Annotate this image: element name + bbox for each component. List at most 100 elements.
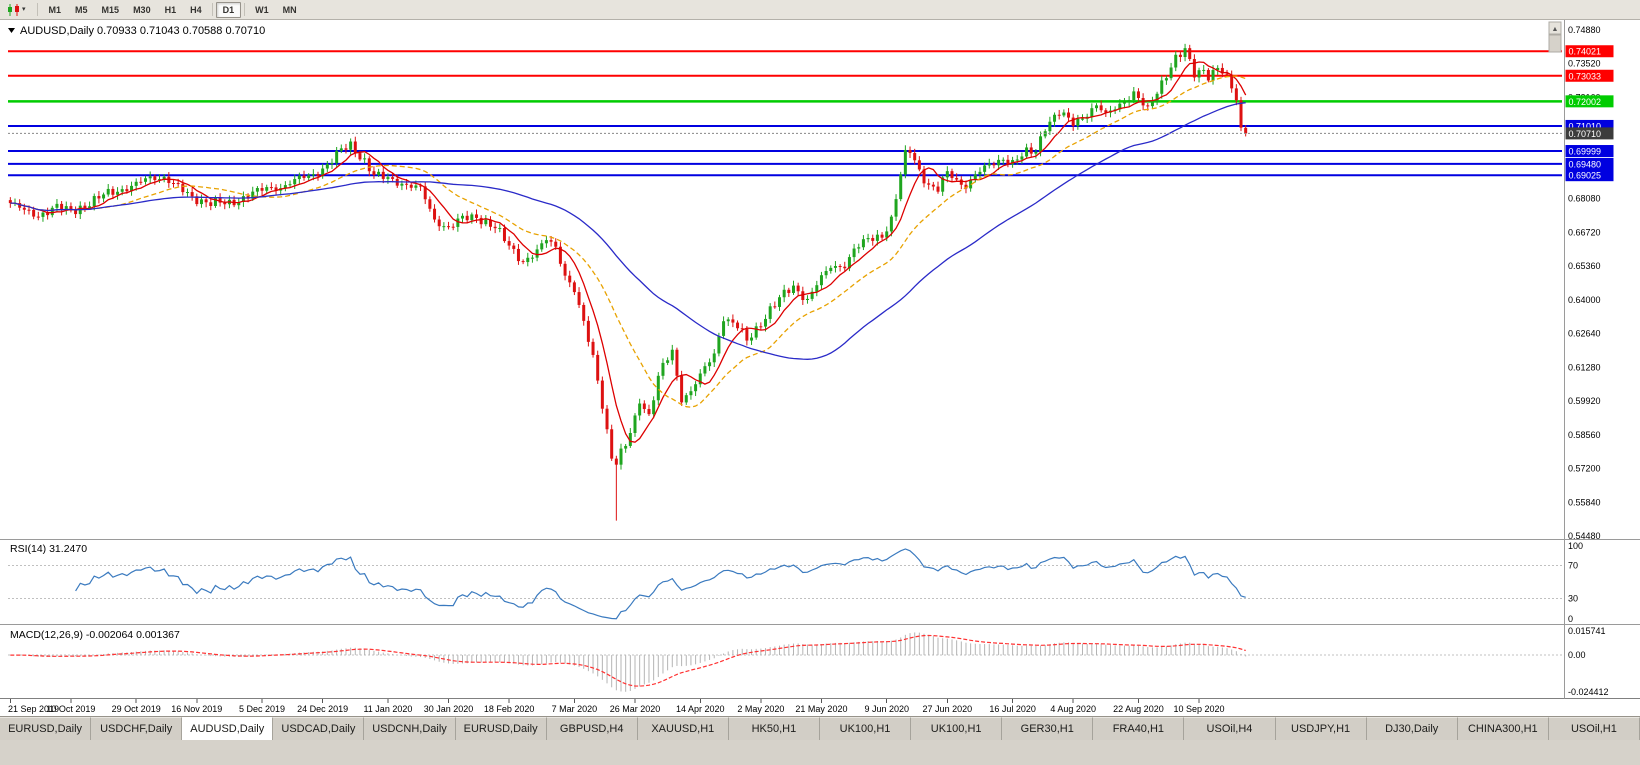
- svg-text:70: 70: [1568, 561, 1578, 571]
- svg-text:0.64000: 0.64000: [1568, 295, 1601, 305]
- timeframe-m5[interactable]: M5: [75, 4, 88, 15]
- price-axis: 0.748800.735200.721600.708000.694400.680…: [1568, 25, 1601, 541]
- svg-text:0.69025: 0.69025: [1569, 171, 1602, 181]
- scroll-up-icon: ▲: [1552, 26, 1559, 33]
- svg-text:-0.024412: -0.024412: [1568, 687, 1609, 697]
- toolbar-separator: [244, 3, 246, 16]
- svg-text:30 Jan 2020: 30 Jan 2020: [424, 704, 474, 714]
- current-price-marker: 0.70710: [8, 127, 1614, 140]
- svg-text:0.015741: 0.015741: [1568, 626, 1606, 636]
- rsi-label: RSI(14) 31.2470: [10, 543, 87, 555]
- chart-tab-bar: EURUSD,Daily USDCHF,Daily AUDUSD,Daily USDC…: [0, 716, 1640, 740]
- svg-text:29 Oct 2019: 29 Oct 2019: [112, 704, 161, 714]
- level-lines[interactable]: 0.74021 0.73033 0.72002 0.71010 0.69999 0.694…: [8, 45, 1614, 182]
- timeframe-h1[interactable]: H1: [164, 4, 177, 15]
- svg-text:0.59920: 0.59920: [1568, 396, 1601, 406]
- timeframe-m30[interactable]: M30: [133, 4, 151, 15]
- chart-window[interactable]: 0.748800.735200.721600.708000.694400.680…: [0, 20, 1640, 716]
- svg-text:11 Jan 2020: 11 Jan 2020: [363, 704, 412, 714]
- chart-tab-usdcad-daily[interactable]: USDCAD,Daily: [273, 717, 365, 740]
- svg-text:0.54480: 0.54480: [1568, 531, 1601, 541]
- timeframe-d1[interactable]: D1: [215, 1, 242, 18]
- chart-tab-usoil-h1[interactable]: USOil,H1: [1548, 717, 1640, 740]
- chart-scrollbar[interactable]: ▲: [1548, 21, 1562, 53]
- timeframe-toolbar: ▾ M1 M5 M15 M30 H1 H4 D1 W1 MN: [0, 0, 1640, 20]
- chart-tab-uk100-h1[interactable]: UK100,H1: [911, 717, 1003, 740]
- chart-title-ohlc: AUDUSD,Daily 0.70933 0.71043 0.70588 0.7…: [20, 25, 265, 37]
- timeframe-w1[interactable]: W1: [255, 4, 269, 15]
- svg-text:21 May 2020: 21 May 2020: [795, 704, 847, 714]
- chart-tab-ger30-h1[interactable]: GER30,H1: [1002, 717, 1094, 740]
- svg-text:0.68080: 0.68080: [1568, 194, 1601, 204]
- svg-text:0.73520: 0.73520: [1568, 59, 1601, 69]
- chevron-down-icon: ▾: [22, 6, 26, 13]
- moving-averages-layer: [10, 61, 1247, 443]
- toolbar-separator: [36, 3, 38, 16]
- svg-text:0.58560: 0.58560: [1568, 430, 1601, 440]
- svg-text:0.74021: 0.74021: [1569, 47, 1602, 57]
- svg-text:22 Aug 2020: 22 Aug 2020: [1113, 704, 1164, 714]
- svg-text:4 Aug 2020: 4 Aug 2020: [1050, 704, 1096, 714]
- svg-text:18 Feb 2020: 18 Feb 2020: [484, 704, 535, 714]
- svg-text:5 Dec 2019: 5 Dec 2019: [239, 704, 285, 714]
- svg-text:100: 100: [1568, 541, 1583, 551]
- level-badge-0.73033: [1565, 69, 1614, 82]
- chart-tab-hk50-h1[interactable]: HK50,H1: [728, 717, 820, 740]
- svg-text:16 Jul 2020: 16 Jul 2020: [989, 704, 1036, 714]
- chart-tab-eurusd-daily[interactable]: EURUSD,Daily: [0, 717, 92, 740]
- svg-text:0.73033: 0.73033: [1569, 71, 1602, 81]
- chart-tab-dj30-daily[interactable]: DJ30,Daily: [1366, 717, 1458, 740]
- svg-text:26 Mar 2020: 26 Mar 2020: [610, 704, 661, 714]
- level-badge-0.69480: [1565, 157, 1614, 170]
- svg-text:0.66720: 0.66720: [1568, 227, 1601, 237]
- status-strip: [0, 740, 1640, 765]
- svg-text:10 Oct 2019: 10 Oct 2019: [46, 704, 95, 714]
- timeframe-m15[interactable]: M15: [101, 4, 120, 15]
- level-badge-0.74021: [1565, 45, 1614, 58]
- level-badge-0.69999: [1565, 145, 1614, 158]
- svg-text:14 Apr 2020: 14 Apr 2020: [676, 704, 725, 714]
- chart-tab-xauusd-h1[interactable]: XAUUSD,H1: [637, 717, 729, 740]
- level-badge-0.69025: [1565, 169, 1614, 182]
- chart-tab-uk100-h1[interactable]: UK100,H1: [819, 717, 912, 740]
- svg-text:24 Dec 2019: 24 Dec 2019: [297, 704, 348, 714]
- timeframe-m1[interactable]: M1: [48, 4, 62, 15]
- scrollbar-thumb[interactable]: [1548, 34, 1562, 53]
- chart-type-menu[interactable]: ▾: [4, 3, 29, 17]
- chart-tab-gbpusd-h4[interactable]: GBPUSD,H4: [546, 717, 638, 740]
- pane-separators: [0, 20, 1640, 699]
- timeframe-h4[interactable]: H4: [190, 4, 202, 15]
- svg-text:0.65360: 0.65360: [1568, 261, 1601, 271]
- svg-text:0.69480: 0.69480: [1569, 159, 1602, 169]
- chart-tab-fra40-h1[interactable]: FRA40,H1: [1093, 717, 1185, 740]
- svg-text:0.74880: 0.74880: [1568, 25, 1601, 35]
- svg-text:0.62640: 0.62640: [1568, 329, 1601, 339]
- svg-text:2 May 2020: 2 May 2020: [737, 704, 784, 714]
- candles-layer: [8, 43, 1248, 521]
- svg-text:0.61280: 0.61280: [1568, 362, 1601, 372]
- svg-text:9 Jun 2020: 9 Jun 2020: [864, 704, 909, 714]
- timeframe-buttons: M1 M5 M15 M30 H1 H4 D1 W1 MN: [42, 1, 304, 18]
- rsi-pane: 100 70 30 0 RSI(14) 31.2470: [8, 541, 1583, 624]
- svg-text:10 Sep 2020: 10 Sep 2020: [1174, 704, 1225, 714]
- level-badge-0.72002: [1565, 95, 1614, 108]
- chart-tab-usdjpy-h1[interactable]: USDJPY,H1: [1275, 717, 1367, 740]
- chart-tab-usdchf-daily[interactable]: USDCHF,Daily: [91, 717, 183, 740]
- svg-text:0.55840: 0.55840: [1568, 497, 1601, 507]
- chart-tab-audusd-daily[interactable]: AUDUSD,Daily: [182, 717, 274, 740]
- chart-canvas[interactable]: 0.748800.735200.721600.708000.694400.680…: [0, 20, 1640, 716]
- svg-text:27 Jun 2020: 27 Jun 2020: [923, 704, 973, 714]
- timeframe-mn[interactable]: MN: [282, 4, 297, 15]
- scroll-up-button[interactable]: [1548, 21, 1562, 35]
- svg-text:16 Nov 2019: 16 Nov 2019: [171, 704, 222, 714]
- svg-text:0.57200: 0.57200: [1568, 464, 1601, 474]
- chart-tab-eurusd-daily[interactable]: EURUSD,Daily: [455, 717, 547, 740]
- chart-tab-usoil-h4[interactable]: USOil,H4: [1184, 717, 1276, 740]
- svg-text:7 Mar 2020: 7 Mar 2020: [552, 704, 598, 714]
- chart-tab-china300-h1[interactable]: CHINA300,H1: [1457, 717, 1549, 740]
- svg-text:21 Sep 2019: 21 Sep 2019: [8, 704, 59, 714]
- symbol-collapse-triangle[interactable]: [8, 28, 15, 33]
- svg-text:30: 30: [1568, 593, 1578, 603]
- chart-tab-usdcnh-daily[interactable]: USDCNH,Daily: [364, 717, 456, 740]
